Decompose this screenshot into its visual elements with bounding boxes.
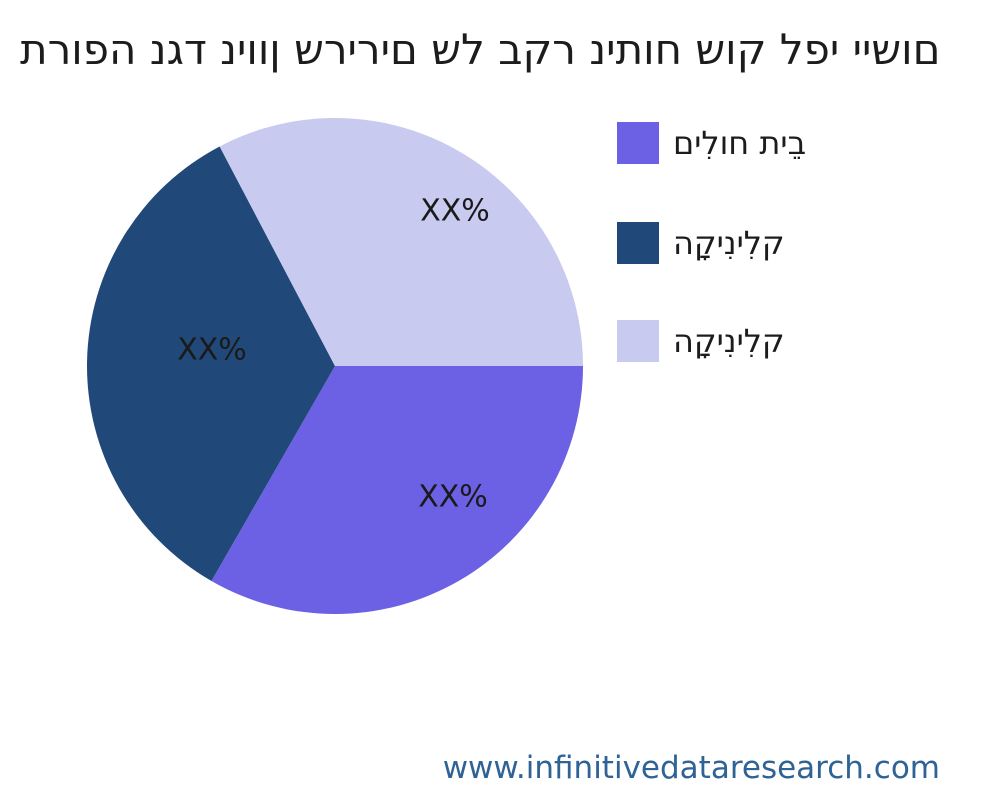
- legend-label: קלִינִיקָה: [673, 224, 785, 262]
- legend-item: בֵית חולִים: [617, 119, 806, 167]
- pie-slice-2: [219, 117, 583, 367]
- legend-swatch: [617, 222, 659, 264]
- slice-percent-label: XX%: [418, 479, 488, 515]
- slice-percent-label: XX%: [177, 332, 247, 368]
- legend-label: בֵית חולִים: [673, 124, 807, 162]
- chart-title: תרופה נגד ניוון שרירים של בקר ניתוח שוק …: [20, 25, 941, 74]
- slice-percent-label: XX%: [420, 193, 490, 229]
- legend-label: קלִינִיקָה: [673, 322, 785, 360]
- legend-item: קלִינִיקָה: [617, 219, 785, 267]
- pie-slice-1: [86, 146, 336, 582]
- legend-item: קלִינִיקָה: [617, 317, 785, 365]
- legend-swatch: [617, 122, 659, 164]
- legend-swatch: [617, 320, 659, 362]
- pie-slice-0: [211, 366, 583, 614]
- footer-url: www.infinitivedataresearch.com: [442, 750, 940, 786]
